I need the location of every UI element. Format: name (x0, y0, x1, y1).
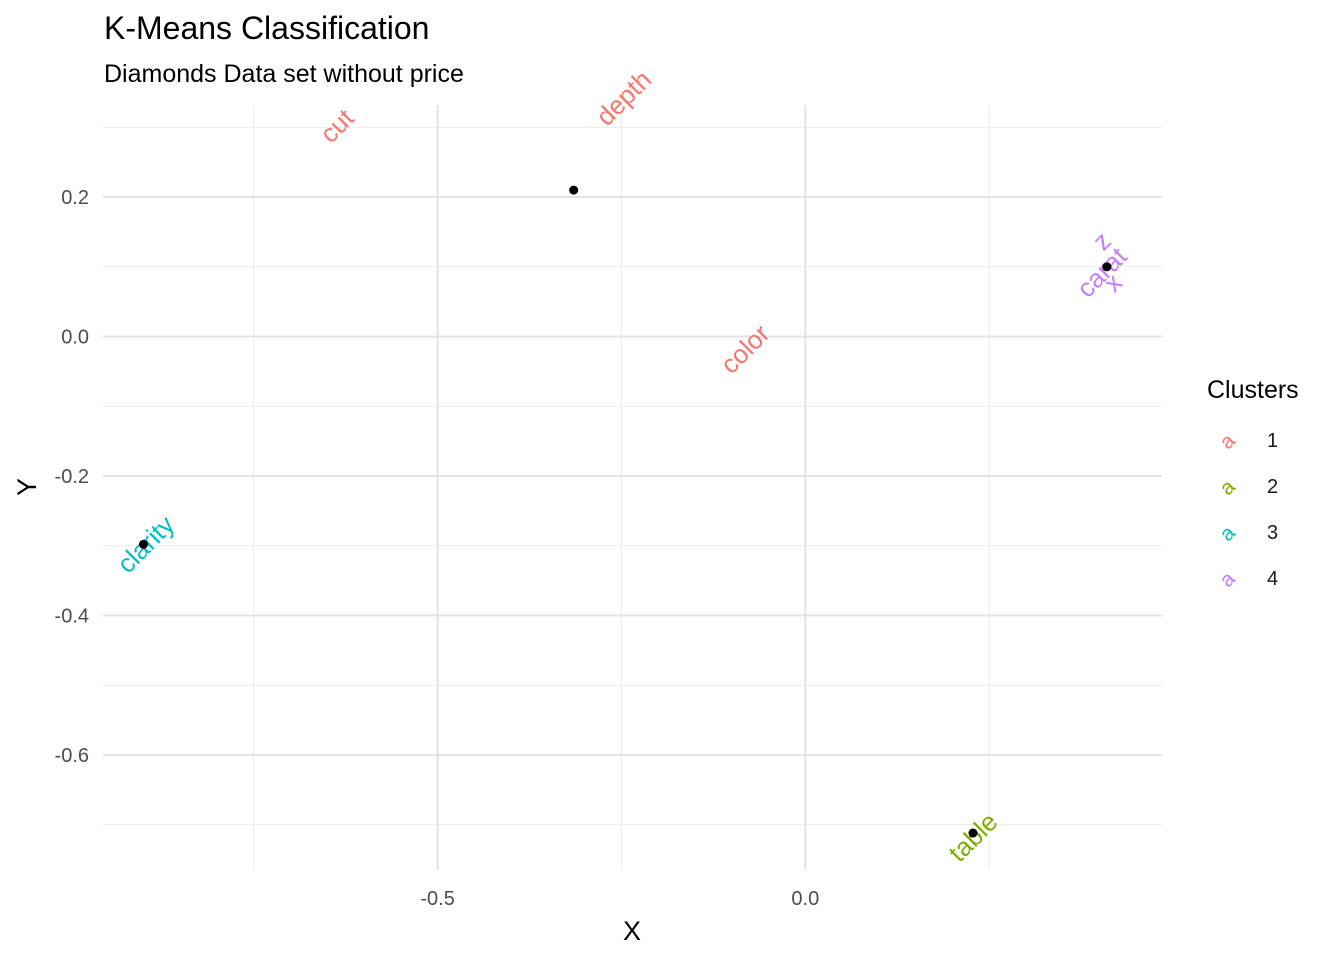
cluster-center-point (138, 539, 148, 549)
y-tick-label: -0.4 (55, 605, 89, 627)
x-axis-label: X (623, 916, 641, 946)
variable-label-cut: cut (314, 102, 360, 148)
chart-title: K-Means Classification (104, 10, 430, 46)
major-gridlines (103, 105, 1162, 870)
y-axis-ticks: 0.2 0.0 -0.2 -0.4 -0.6 (55, 187, 89, 767)
legend-label: 3 (1267, 522, 1279, 544)
legend-title: Clusters (1207, 376, 1299, 404)
y-tick-label: -0.2 (55, 466, 89, 488)
variable-label-depth: depth (590, 64, 657, 131)
x-tick-label: -0.5 (420, 888, 454, 910)
legend-label: 2 (1267, 476, 1279, 498)
minor-gridlines (103, 105, 1162, 870)
variable-labels: cutdepthcolortableclaritycaratxz (111, 64, 1133, 867)
y-tick-label: -0.6 (55, 745, 89, 767)
legend-label: 1 (1267, 430, 1279, 452)
cluster-center-point (968, 828, 978, 838)
x-tick-label: 0.0 (791, 888, 819, 910)
cluster-center-point (1102, 262, 1112, 272)
cluster-center-point (569, 185, 579, 195)
y-tick-label: 0.2 (61, 187, 89, 209)
variable-label-color: color (714, 318, 775, 379)
y-axis-label: Y (12, 478, 42, 496)
legend-label: 4 (1267, 568, 1279, 590)
y-tick-label: 0.0 (61, 327, 89, 349)
x-axis-ticks: -0.5 0.0 (420, 888, 819, 910)
chart-subtitle: Diamonds Data set without price (104, 60, 464, 88)
cluster-centers (138, 185, 1112, 838)
